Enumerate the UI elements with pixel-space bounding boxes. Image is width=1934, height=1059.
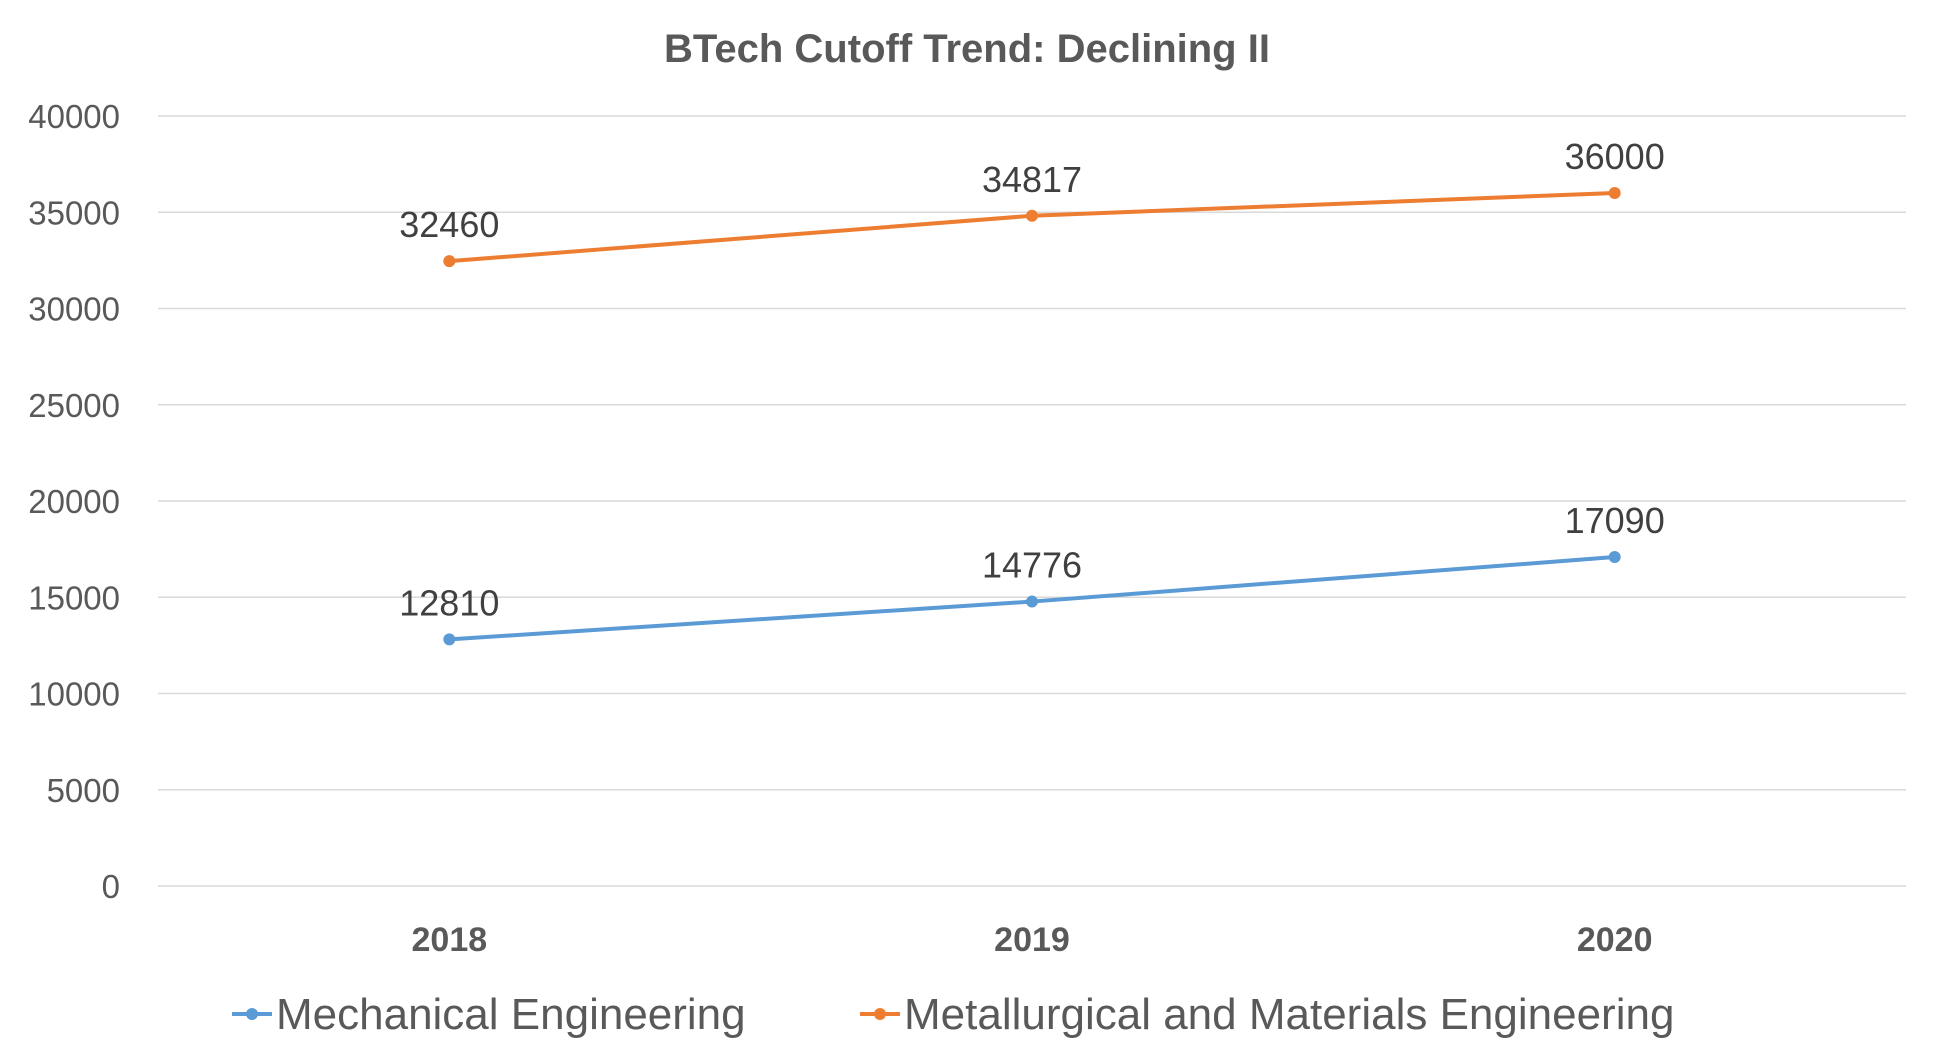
y-tick-label: 40000 <box>28 98 120 135</box>
data-point[interactable] <box>1608 551 1621 564</box>
legend-marker <box>246 1008 258 1020</box>
data-point[interactable] <box>443 633 456 646</box>
gridlines <box>158 115 1906 887</box>
y-axis-ticks: 0 5000 10000 15000 20000 25000 30000 35000 40000 <box>28 98 120 905</box>
data-point[interactable] <box>1608 187 1621 199</box>
y-tick-label: 30000 <box>28 291 120 328</box>
data-point[interactable] <box>443 255 456 268</box>
data-label: 17090 <box>1565 500 1665 541</box>
legend-label[interactable]: Metallurgical and Materials Engineering <box>904 990 1674 1039</box>
data-label: 36000 <box>1565 136 1665 177</box>
x-tick-label: 2018 <box>412 921 488 959</box>
data-label: 14776 <box>982 545 1082 586</box>
legend: Mechanical Engineering Metallurgical and … <box>232 990 1674 1039</box>
y-tick-label: 25000 <box>28 387 120 424</box>
y-tick-label: 20000 <box>28 483 120 520</box>
data-label: 32460 <box>399 204 499 245</box>
data-label: 12810 <box>399 582 499 623</box>
y-tick-label: 5000 <box>47 772 120 809</box>
series <box>443 187 1621 646</box>
legend-label[interactable]: Mechanical Engineering <box>276 990 746 1039</box>
legend-marker <box>874 1008 886 1020</box>
chart-title: BTech Cutoff Trend: Declining II <box>664 27 1270 71</box>
series-line-1 <box>447 191 1617 264</box>
x-axis-ticks: 2018 2019 2020 <box>412 921 1653 959</box>
data-labels: 12810 14776 17090 32460 34817 36000 <box>399 136 1664 623</box>
y-tick-label: 10000 <box>28 676 120 713</box>
x-tick-label: 2019 <box>994 921 1070 959</box>
data-point[interactable] <box>1026 595 1038 608</box>
y-tick-label: 15000 <box>28 579 120 616</box>
y-tick-label: 35000 <box>28 194 120 231</box>
data-label: 34817 <box>982 159 1082 200</box>
data-point[interactable] <box>1026 209 1038 222</box>
x-tick-label: 2020 <box>1577 921 1653 959</box>
y-tick-label: 0 <box>102 868 120 905</box>
